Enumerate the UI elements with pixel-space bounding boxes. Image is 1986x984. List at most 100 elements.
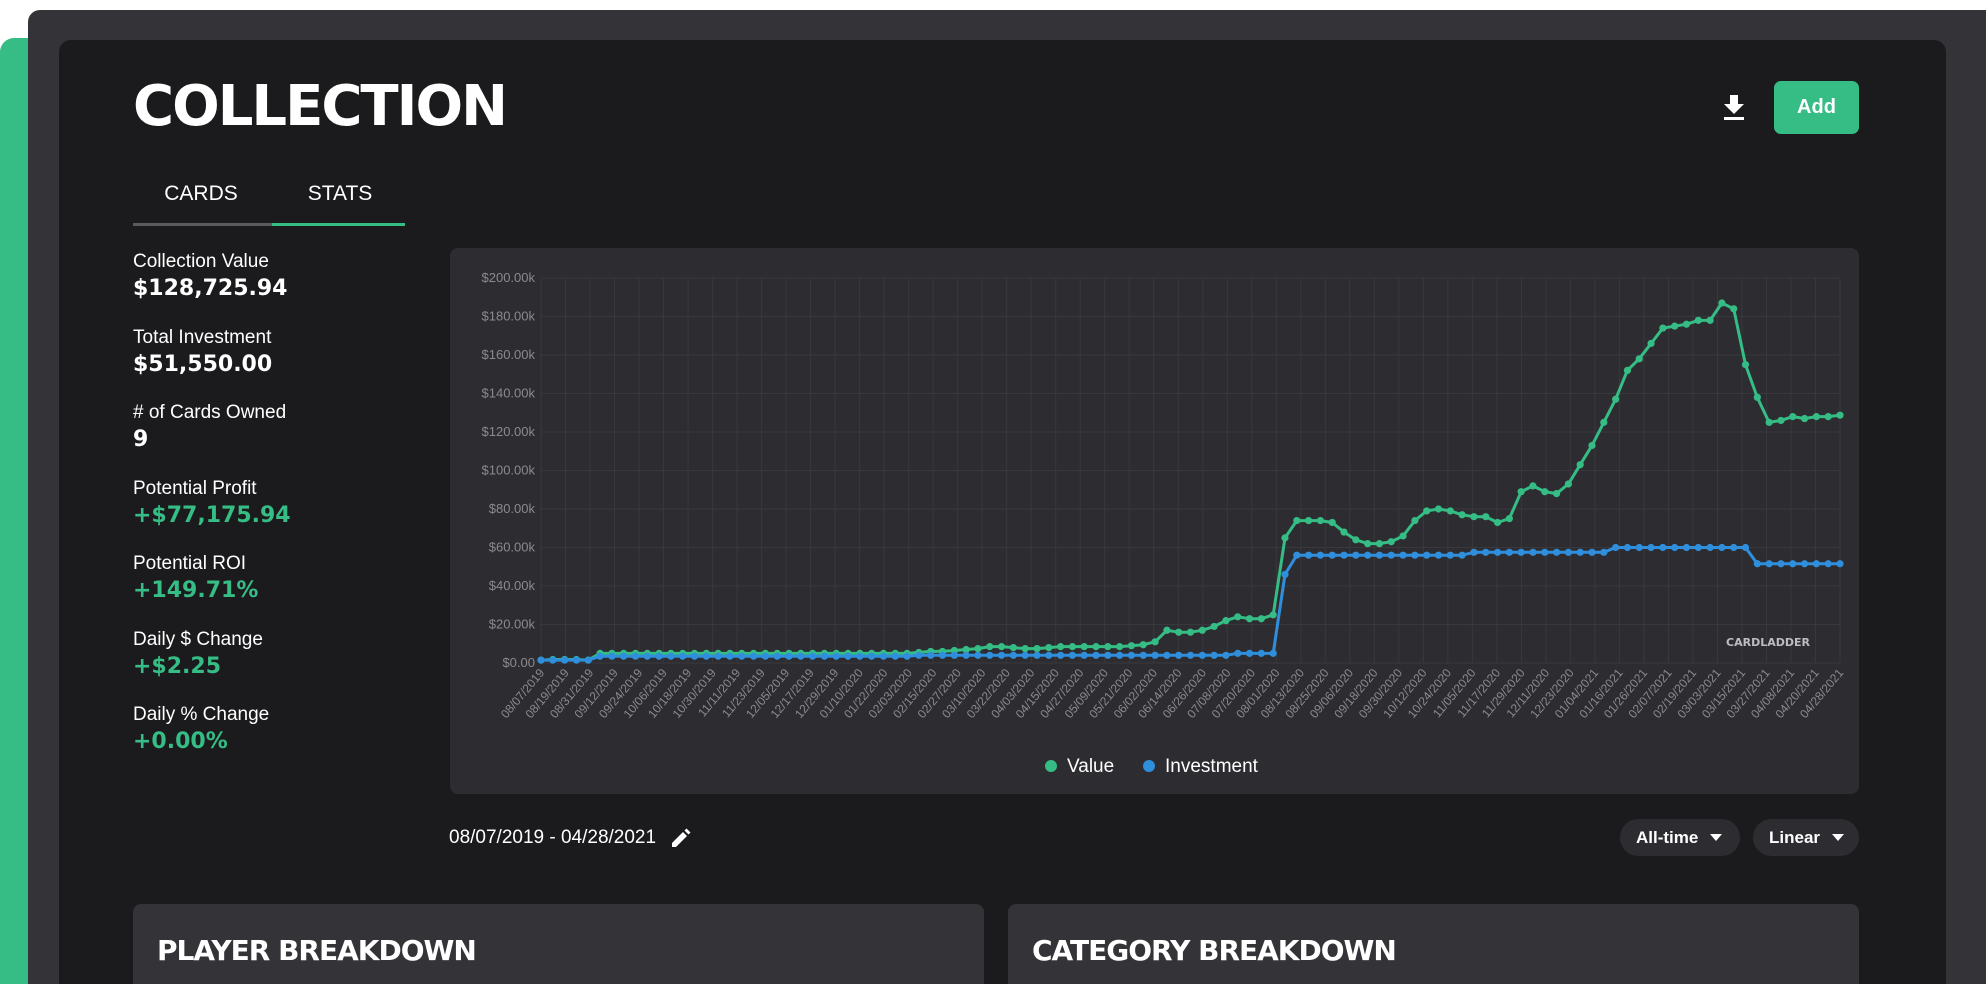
category-breakdown-card: CATEGORY BREAKDOWN <box>1008 904 1859 984</box>
data-point-investment <box>1824 560 1832 568</box>
chart-card: $0.00 $20.00k $40.00k $60.00k $80.00k $100.00… <box>450 248 1859 794</box>
tab-cards[interactable]: CARDS <box>164 182 238 205</box>
data-point-investment <box>1623 543 1632 552</box>
data-point-investment <box>572 656 581 664</box>
data-point-investment <box>1245 649 1254 657</box>
data-point-value <box>1718 299 1726 307</box>
pencil-icon[interactable] <box>670 827 692 849</box>
stat-label: Daily $ Change <box>133 628 263 650</box>
data-point-value <box>1470 513 1478 521</box>
stat-cards-owned: # of Cards Owned 9 <box>133 401 393 477</box>
data-point-value <box>1505 515 1513 523</box>
data-point-value <box>986 643 994 651</box>
data-point-investment <box>1659 543 1667 552</box>
data-point-value <box>1588 441 1596 450</box>
stat-value: $128,725.94 <box>133 276 288 301</box>
data-point-investment <box>974 651 982 659</box>
data-point-value <box>1812 413 1820 421</box>
data-point-investment <box>1234 649 1242 657</box>
data-point-value <box>1576 461 1584 469</box>
y-tick-label: $160.00k <box>482 347 536 362</box>
data-point-value <box>1836 411 1844 419</box>
data-point-investment <box>1293 551 1301 559</box>
data-point-investment <box>1682 543 1691 552</box>
data-point-value <box>1730 305 1738 313</box>
data-point-investment <box>631 652 640 660</box>
data-point-investment <box>1257 649 1265 657</box>
data-point-investment <box>1021 651 1029 659</box>
stat-label: Daily % Change <box>133 704 270 725</box>
data-point-value <box>1493 518 1502 527</box>
data-point-investment <box>1706 543 1714 552</box>
data-point-investment <box>549 656 557 664</box>
data-point-investment <box>1316 551 1324 559</box>
y-tick-label: $180.00k <box>482 309 536 324</box>
data-point-value <box>1753 393 1761 401</box>
data-point-investment <box>997 651 1006 659</box>
stat-potential-roi: Potential ROI +149.71% <box>133 552 393 628</box>
date-range: 08/07/2019 - 04/28/2021 <box>449 824 692 852</box>
data-point-value <box>1541 488 1549 496</box>
data-point-investment <box>1411 551 1419 559</box>
data-point-value <box>1198 626 1206 634</box>
data-point-investment <box>561 656 569 664</box>
data-point-investment <box>537 656 545 664</box>
data-point-value <box>1175 628 1183 636</box>
data-point-investment <box>1777 560 1785 568</box>
data-point-investment <box>655 652 663 660</box>
data-point-investment <box>1423 551 1431 559</box>
download-icon <box>1724 95 1744 120</box>
data-point-value <box>1364 540 1372 548</box>
data-point-investment <box>1576 548 1584 556</box>
tab-bar: CARDS STATS <box>133 176 405 226</box>
data-point-value <box>1127 642 1136 650</box>
add-button[interactable]: Add <box>1774 81 1859 134</box>
data-point-value <box>1423 507 1431 515</box>
data-point-value <box>1163 626 1171 634</box>
data-point-investment <box>1588 548 1596 556</box>
data-point-investment <box>1375 551 1384 559</box>
data-point-value <box>1800 414 1809 423</box>
stat-daily-percent-change: Daily % Change +0.00% <box>133 703 393 779</box>
data-point-value <box>1009 644 1017 652</box>
stat-total-investment: Total Investment $51,550.00 <box>133 326 393 402</box>
stat-value: +0.00% <box>133 729 228 754</box>
stat-potential-profit: Potential Profit +$77,175.94 <box>133 477 393 553</box>
y-tick-label: $80.00k <box>489 501 536 516</box>
data-point-investment <box>809 652 817 660</box>
chevron-down-icon <box>1710 834 1723 841</box>
download-button[interactable] <box>1718 92 1750 124</box>
data-point-investment <box>1068 651 1077 659</box>
data-point-value <box>1694 316 1702 324</box>
series-line-investment <box>541 546 1840 662</box>
stat-value: 9 <box>133 427 149 452</box>
data-point-investment <box>1458 551 1466 559</box>
legend-label-investment: Investment <box>1165 756 1259 777</box>
data-point-investment <box>584 656 592 664</box>
data-point-investment <box>773 652 781 660</box>
range-select[interactable]: All-time <box>1620 819 1740 856</box>
data-point-investment <box>1328 551 1336 559</box>
legend-label-value: Value <box>1067 756 1114 777</box>
player-breakdown-card: PLAYER BREAKDOWN <box>133 904 984 984</box>
data-point-value <box>1777 416 1785 425</box>
data-point-value <box>1671 322 1679 330</box>
data-point-investment <box>1600 548 1608 556</box>
data-point-investment <box>1151 651 1159 659</box>
data-point-investment <box>1104 651 1112 659</box>
data-point-investment <box>1718 543 1726 552</box>
scale-select[interactable]: Linear <box>1753 819 1859 856</box>
tab-stats[interactable]: STATS <box>307 182 373 205</box>
data-point-investment <box>714 652 722 660</box>
data-point-investment <box>1647 543 1655 552</box>
data-point-investment <box>1671 543 1679 552</box>
data-point-investment <box>844 652 852 660</box>
data-point-investment <box>1741 543 1750 552</box>
data-point-investment <box>785 652 793 660</box>
data-point-investment <box>797 652 805 660</box>
page-title: COLLECTION <box>133 74 508 139</box>
data-point-investment <box>726 652 734 660</box>
data-point-investment <box>690 652 699 660</box>
cardladder-watermark-logo: CARDLADDER <box>1726 636 1810 649</box>
data-point-value <box>1446 507 1454 515</box>
